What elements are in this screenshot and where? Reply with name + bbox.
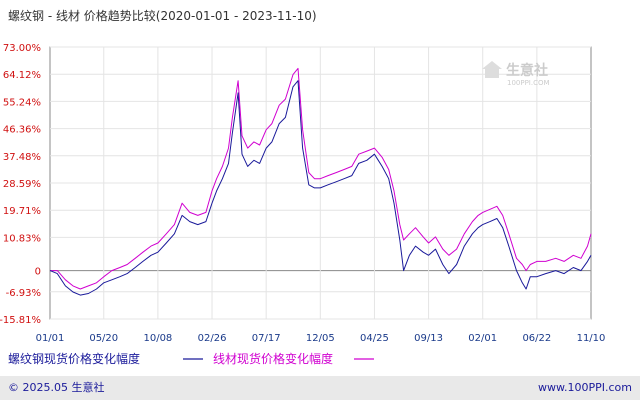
x-tick-label: 06/22 <box>522 333 551 344</box>
x-tick-label: 12/05 <box>306 333 335 344</box>
series-line-rebar <box>49 80 592 296</box>
y-tick-label: 19.71% <box>3 206 41 217</box>
y-tick-label: -6.93% <box>6 288 41 299</box>
y-tick-label: 28.59% <box>3 179 41 190</box>
legend-label-wire-rod: 线材现货价格变化幅度 <box>213 351 333 366</box>
x-tick-label: 04/25 <box>360 333 389 344</box>
x-tick-label: 01/01 <box>36 333 65 344</box>
x-tick-label: 11/10 <box>577 333 606 344</box>
chart-title: 螺纹钢 - 线材 价格趋势比较(2020-01-01 - 2023-11-10) <box>8 8 317 23</box>
legend: 螺纹钢现货价格变化幅度 线材现货价格变化幅度 <box>8 351 374 366</box>
y-tick-label: 46.36% <box>3 125 41 136</box>
y-tick-label: -15.81% <box>0 315 41 326</box>
logo-text: 生意社 <box>506 62 548 79</box>
grid <box>50 46 591 320</box>
footer-site-link[interactable]: www.100PPI.com <box>538 381 632 394</box>
watermark-logo: 生意社 100PPI.COM <box>482 61 550 87</box>
y-tick-label: 73.00% <box>3 43 41 54</box>
x-tick-label: 02/26 <box>198 333 227 344</box>
x-tick-label: 09/13 <box>414 333 443 344</box>
y-tick-label: 64.12% <box>3 70 41 81</box>
x-tick-label: 10/08 <box>143 333 172 344</box>
y-tick-label: 55.24% <box>3 97 41 108</box>
x-tick-label: 05/20 <box>89 333 118 344</box>
x-tick-label: 07/17 <box>252 333 281 344</box>
series-lines <box>49 67 592 296</box>
x-tick-label: 02/01 <box>468 333 497 344</box>
logo-subtext: 100PPI.COM <box>507 79 550 87</box>
y-tick-label: 37.48% <box>3 152 41 163</box>
footer-bar <box>0 376 640 400</box>
x-axis-ticks: 01/01 05/20 10/08 02/26 07/17 12/05 04/25 09/13… <box>36 333 606 344</box>
y-tick-label: 10.83% <box>3 233 41 244</box>
legend-label-rebar: 螺纹钢现货价格变化幅度 <box>8 351 140 366</box>
y-axis-ticks: 73.00% 64.12% 55.24% 46.36% 37.48% 28.59% 19.7… <box>0 43 41 326</box>
y-tick-label: 0 <box>35 267 41 278</box>
footer-copyright: © 2025.05 生意社 <box>8 380 104 394</box>
series-line-wire-rod <box>50 67 592 290</box>
